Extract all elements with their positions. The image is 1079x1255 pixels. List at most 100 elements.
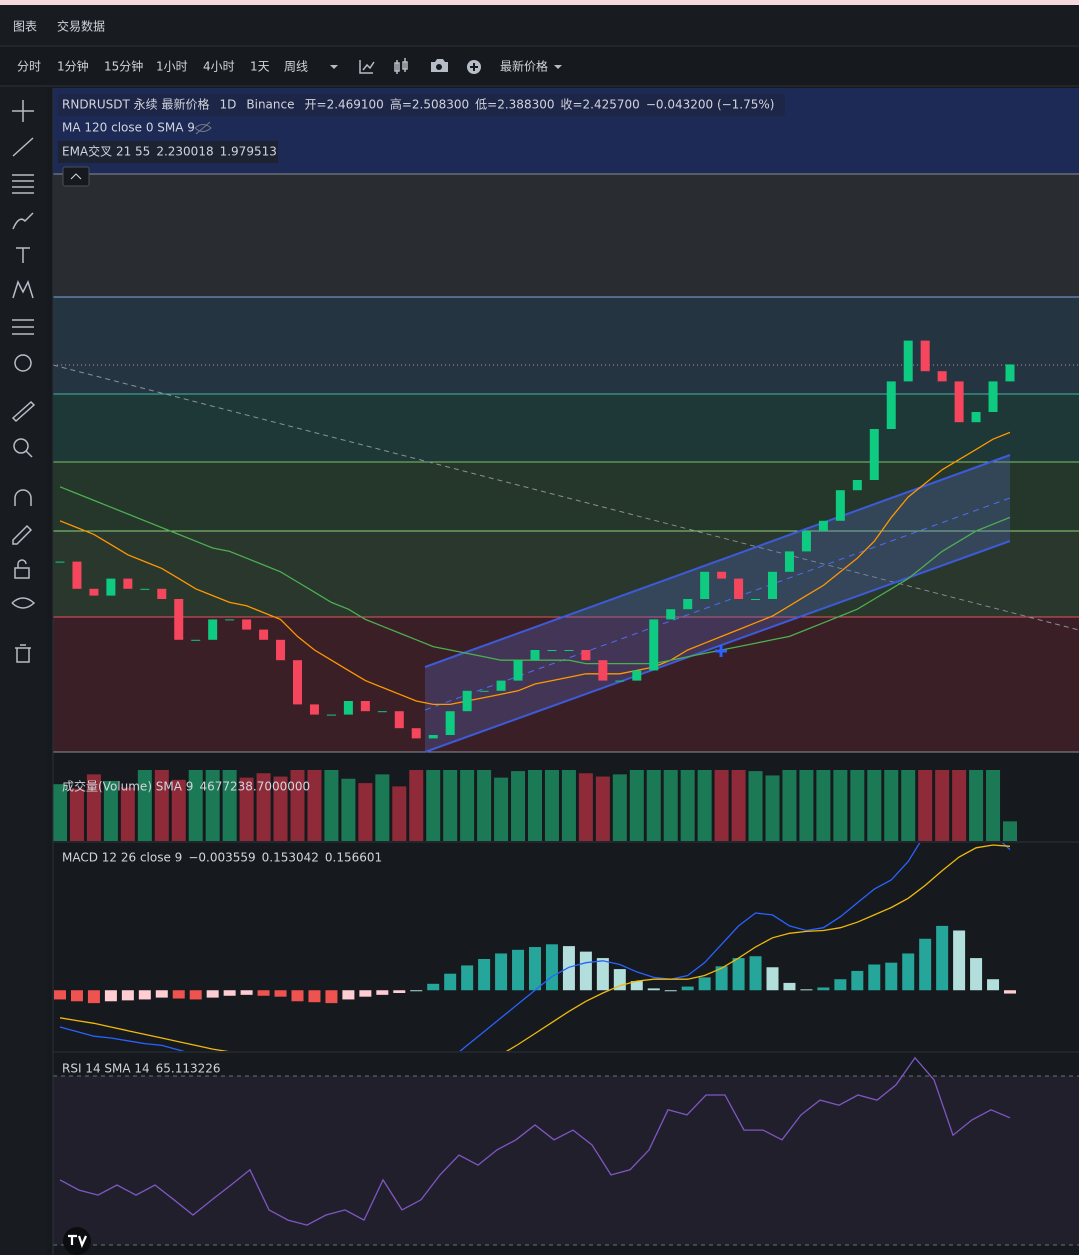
volume-bar bbox=[426, 770, 441, 841]
volume-bar bbox=[375, 774, 390, 841]
candle bbox=[225, 619, 235, 621]
candle bbox=[123, 578, 133, 589]
legend-text: RNDRUSDT 永续 最新价格 bbox=[62, 97, 210, 112]
volume-bar bbox=[595, 776, 610, 841]
indicator-icon[interactable] bbox=[359, 60, 375, 74]
dropdown-arrow[interactable] bbox=[330, 65, 338, 69]
candle bbox=[683, 599, 693, 610]
candle bbox=[394, 711, 404, 729]
volume-bar bbox=[918, 770, 933, 841]
volume-bar bbox=[256, 773, 271, 841]
volume-bar bbox=[969, 770, 984, 841]
hidden-icon[interactable] bbox=[194, 121, 212, 135]
macd-hist bbox=[562, 946, 575, 991]
volume-bar bbox=[850, 770, 865, 841]
interval[interactable]: 1小时 bbox=[156, 60, 188, 74]
candle bbox=[598, 660, 608, 681]
interval[interactable]: 4小时 bbox=[203, 60, 235, 74]
volume-bar bbox=[341, 778, 356, 841]
macd-hist bbox=[104, 990, 117, 1002]
legend-text: −0.003559 bbox=[188, 851, 255, 865]
ema-line bbox=[59, 431, 1011, 706]
candle bbox=[479, 690, 489, 692]
interval[interactable]: 1天 bbox=[250, 60, 270, 74]
channel-lower bbox=[424, 540, 1011, 753]
collapse-button[interactable] bbox=[62, 166, 90, 187]
lock-draw-tool[interactable] bbox=[12, 524, 33, 545]
macd-hist bbox=[630, 981, 643, 991]
emoji-tool[interactable] bbox=[14, 354, 32, 372]
volume-bar bbox=[714, 770, 729, 841]
macd-hist bbox=[817, 987, 830, 991]
macd-hist bbox=[87, 990, 100, 1004]
macd-hist bbox=[359, 990, 372, 997]
magnet-tool[interactable] bbox=[14, 489, 32, 506]
legend-text: 高= bbox=[390, 97, 412, 112]
interval[interactable]: 15分钟 bbox=[104, 59, 143, 74]
candle bbox=[140, 588, 150, 590]
volume-bar bbox=[188, 770, 203, 841]
macd-hist bbox=[834, 979, 847, 991]
trend-line bbox=[53, 364, 1079, 631]
macd-hist bbox=[596, 958, 609, 991]
dropdown-arrow[interactable] bbox=[554, 65, 562, 69]
visibility-tool[interactable] bbox=[11, 597, 36, 609]
macd-hist bbox=[257, 990, 270, 996]
candle bbox=[717, 571, 727, 579]
candle bbox=[242, 619, 252, 630]
price-type[interactable]: 最新价格 bbox=[500, 59, 548, 74]
crosshair-tool[interactable] bbox=[12, 100, 34, 122]
macd-hist bbox=[478, 958, 491, 991]
candle bbox=[801, 531, 811, 552]
macd-hist bbox=[189, 990, 202, 1000]
brush-tool[interactable] bbox=[12, 212, 34, 230]
tab[interactable]: 图表 bbox=[13, 20, 37, 34]
forecast-tool[interactable] bbox=[12, 319, 34, 335]
macd-hist bbox=[512, 949, 525, 991]
macd-hist bbox=[172, 990, 185, 999]
lock-tool[interactable] bbox=[14, 567, 30, 579]
ruler-tool[interactable] bbox=[11, 400, 36, 423]
macd-hist bbox=[444, 973, 457, 991]
collapse-arrow bbox=[70, 173, 82, 180]
trendline-tool[interactable] bbox=[12, 137, 34, 157]
candle bbox=[649, 619, 659, 671]
candle bbox=[920, 340, 930, 372]
macd-pane bbox=[54, 843, 1016, 1051]
pattern-tool[interactable] bbox=[12, 280, 34, 299]
macd-hist bbox=[868, 964, 881, 991]
text-tool[interactable] bbox=[16, 247, 30, 263]
candle bbox=[428, 735, 438, 739]
interval[interactable]: 分时 bbox=[17, 60, 41, 74]
candle bbox=[547, 650, 557, 651]
candle bbox=[208, 619, 218, 640]
volume-bar bbox=[137, 770, 152, 841]
volume-bar bbox=[561, 770, 576, 841]
fib-tool[interactable] bbox=[12, 174, 34, 194]
macd-hist bbox=[393, 990, 406, 994]
macd-hist bbox=[529, 947, 541, 991]
add-cross bbox=[470, 63, 478, 71]
macd-hist bbox=[410, 990, 423, 992]
macd-hist bbox=[138, 990, 151, 1000]
tab[interactable]: 交易数据 bbox=[57, 19, 105, 34]
delete-tool[interactable] bbox=[15, 644, 31, 663]
volume-bar bbox=[697, 770, 712, 841]
candle bbox=[293, 660, 302, 705]
interval[interactable]: 1分钟 bbox=[57, 59, 89, 74]
candle bbox=[971, 412, 981, 423]
volume-bar bbox=[273, 776, 288, 841]
legend-text: 1.979513 bbox=[220, 145, 277, 159]
volume-bar bbox=[392, 786, 407, 841]
zoom-tool[interactable] bbox=[13, 438, 29, 454]
interval[interactable]: 周线 bbox=[284, 60, 308, 74]
candle bbox=[632, 670, 642, 681]
rsi-line bbox=[59, 1056, 1011, 1226]
legend-text: 2.388300 bbox=[497, 98, 554, 112]
candle bbox=[276, 639, 286, 661]
candle-icon[interactable] bbox=[394, 58, 408, 74]
macd-hist bbox=[376, 990, 389, 995]
macd-hist bbox=[970, 958, 983, 991]
candle bbox=[751, 599, 761, 600]
fib-zone bbox=[53, 394, 1079, 462]
